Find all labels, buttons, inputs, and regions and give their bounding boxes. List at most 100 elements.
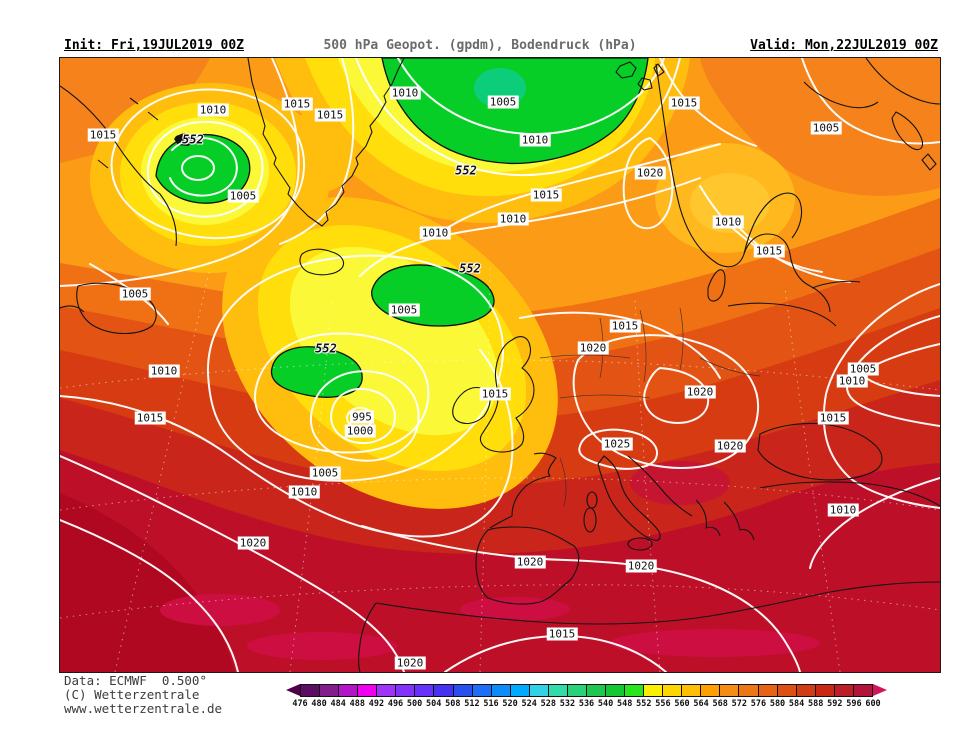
- pressure-label: 1015: [479, 387, 511, 401]
- scale-tick: 496: [387, 699, 404, 709]
- pressure-label: 1005: [309, 466, 341, 480]
- geopotential-label: 552: [182, 132, 204, 147]
- pressure-label: 1010: [197, 103, 229, 117]
- scale-segment: [567, 685, 587, 696]
- scale-segment: [339, 685, 359, 696]
- scale-segment: [682, 685, 702, 696]
- scale-tick: 552: [636, 699, 652, 709]
- pressure-label: 1020: [634, 166, 666, 180]
- pressure-label: 1015: [546, 627, 578, 641]
- scale-segment: [796, 685, 816, 696]
- pressure-label: 1005: [388, 303, 420, 317]
- pressure-label: 1005: [847, 362, 879, 376]
- pressure-label: 1020: [514, 555, 546, 569]
- pressure-label: 1015: [134, 411, 166, 425]
- scale-tick: 560: [674, 699, 690, 709]
- pressure-label: 1020: [625, 559, 657, 573]
- pressure-label: 1005: [227, 189, 259, 203]
- scale-arrow-right: [873, 684, 887, 696]
- geopotential-label: 552: [459, 261, 481, 276]
- geopotential-label: 552: [455, 163, 477, 178]
- scale-tick: 540: [597, 699, 614, 709]
- scale-tick: 480: [311, 699, 327, 709]
- pressure-label: 1020: [394, 656, 426, 670]
- pressure-label: 1010: [712, 215, 744, 229]
- pressure-label: 1020: [237, 536, 269, 550]
- scale-tick: 572: [731, 699, 747, 709]
- attribution: Data: ECMWF 0.500° (C) Wetterzentrale ww…: [64, 674, 222, 716]
- pressure-label: 1005: [487, 95, 519, 109]
- scale-tick: 508: [445, 699, 461, 709]
- init-time-label: Init: Fri,19JUL2019 00Z: [64, 38, 245, 53]
- scale-tick: 476: [292, 699, 308, 709]
- pressure-label: 1010: [519, 133, 551, 147]
- scale-segment: [853, 685, 872, 696]
- pressure-label: 1005: [119, 287, 151, 301]
- chart-title: 500 hPa Geopot. (gpdm), Bodendruck (hPa): [323, 38, 637, 53]
- scale-segment: [453, 685, 473, 696]
- scale-tick: 568: [712, 699, 728, 709]
- scale-segment: [701, 685, 721, 696]
- scale-segment: [529, 685, 549, 696]
- scale-segment: [510, 685, 530, 696]
- scale-bar: [300, 684, 873, 697]
- scale-tick: 500: [406, 699, 423, 709]
- scale-tick: 556: [655, 699, 671, 709]
- website-label: www.wetterzentrale.de: [64, 701, 223, 716]
- scale-tick: 600: [865, 699, 881, 709]
- scale-tick: 536: [578, 699, 595, 709]
- scale-tick: 484: [330, 699, 346, 709]
- pressure-label: 1010: [497, 212, 529, 226]
- scale-tick: 596: [846, 699, 862, 709]
- pressure-label: 1020: [684, 385, 716, 399]
- scale-segment: [358, 685, 378, 696]
- scale-segment: [663, 685, 683, 696]
- scale-tick: 532: [559, 699, 576, 709]
- scale-segment: [320, 685, 340, 696]
- scale-tick: 584: [788, 699, 805, 709]
- scale-tick: 516: [483, 699, 499, 709]
- pressure-label: 1015: [753, 244, 785, 258]
- pressure-label: 1010: [836, 374, 868, 388]
- scale-tick: 524: [521, 699, 537, 709]
- valid-time-label: Valid: Mon,22JUL2019 00Z: [750, 38, 938, 53]
- scale-segment: [415, 685, 435, 696]
- pressure-label: 1015: [281, 97, 313, 111]
- copyright-label: (C) Wetterzentrale: [64, 687, 200, 702]
- pressure-label: 1010: [827, 503, 859, 517]
- weather-map: 1015 1010 1015 1015 552 1005 1010 1005 1010 552 10…: [59, 57, 941, 673]
- scale-tick: 488: [349, 699, 365, 709]
- scale-tick: 588: [808, 699, 824, 709]
- scale-segment: [491, 685, 511, 696]
- scale-segment: [777, 685, 797, 696]
- pressure-label: 1015: [668, 96, 700, 110]
- scale-segment: [586, 685, 606, 696]
- scale-segment: [472, 685, 492, 696]
- pressure-label: 1010: [148, 364, 180, 378]
- scale-segment: [758, 685, 778, 696]
- pressure-label: 1000: [344, 424, 376, 438]
- scale-segment: [834, 685, 854, 696]
- scale-segment: [548, 685, 568, 696]
- scale-tick: 520: [502, 699, 518, 709]
- scale-segment: [720, 685, 740, 696]
- scale-segment: [606, 685, 626, 696]
- pressure-label: 1010: [389, 86, 421, 100]
- weather-map-canvas: [60, 58, 940, 672]
- pressure-label: 1015: [817, 411, 849, 425]
- scale-tick: 592: [827, 699, 843, 709]
- pressure-label: 1015: [87, 128, 119, 142]
- chart-header: Init: Fri,19JUL2019 00Z 500 hPa Geopot. …: [0, 38, 960, 58]
- scale-segment: [739, 685, 759, 696]
- scale-tick: 580: [769, 699, 786, 709]
- pressure-label: 1015: [314, 108, 346, 122]
- scale-tick: 504: [426, 699, 442, 709]
- pressure-label: 1010: [419, 226, 451, 240]
- pressure-label: 1015: [609, 319, 641, 333]
- scale-tick: 492: [368, 699, 385, 709]
- pressure-label: 1010: [288, 485, 320, 499]
- scale-segment: [815, 685, 835, 696]
- pressure-label: 1020: [577, 341, 609, 355]
- scale-tick: 528: [540, 699, 556, 709]
